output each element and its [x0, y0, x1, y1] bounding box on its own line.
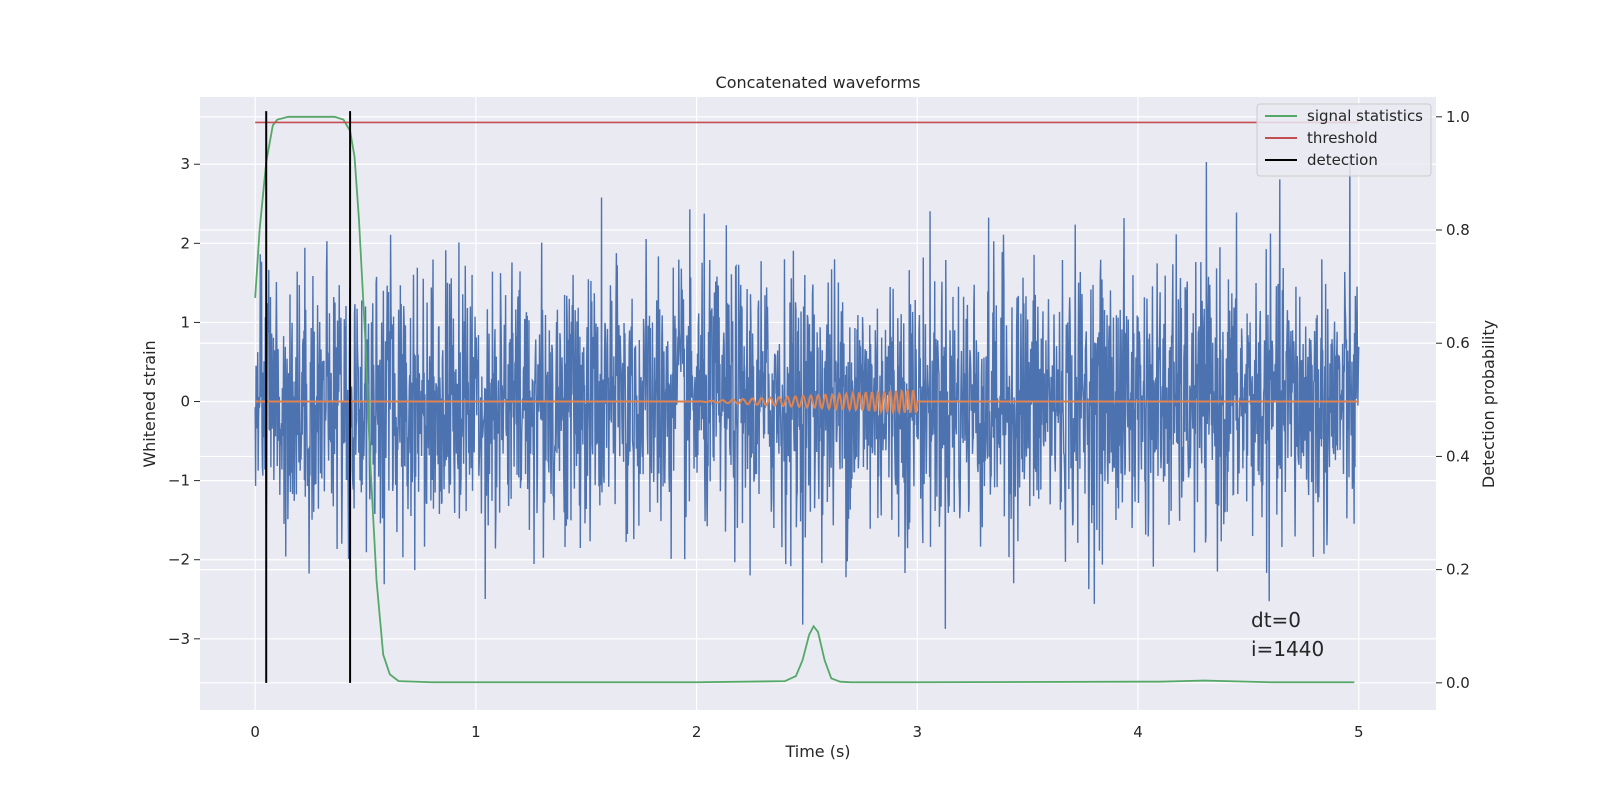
x-tick-label: 4: [1133, 723, 1143, 741]
chart-title: Concatenated waveforms: [716, 73, 921, 92]
y2-tick-label: 0.2: [1446, 561, 1470, 579]
legend-entry-label: signal statistics: [1307, 107, 1423, 125]
legend-entry-label: threshold: [1307, 129, 1378, 147]
y2-tick-label: 0.8: [1446, 221, 1470, 239]
y-axis-label: Whitened strain: [140, 340, 159, 467]
y-tick-label: −3: [168, 630, 190, 648]
y-ticks: −3 −2 −1 0 1 2 3: [168, 155, 200, 648]
y-tick-label: 0: [180, 393, 190, 411]
y-tick-label: 1: [180, 313, 190, 331]
y-tick-label: −1: [168, 472, 190, 490]
y2-tick-label: 0.6: [1446, 334, 1470, 352]
legend-box: [1256, 103, 1432, 177]
annotation-dt: dt=0: [1251, 608, 1301, 632]
x-tick-label: 2: [692, 723, 702, 741]
x-ticks: 0 1 2 3 4 5: [250, 723, 1363, 741]
x-tick-label: 5: [1354, 723, 1364, 741]
x-axis-label: Time (s): [784, 742, 850, 761]
y-tick-label: 2: [180, 234, 190, 252]
signal-statistics-line: [254, 115, 1355, 684]
y2-tick-label: 0.4: [1446, 447, 1470, 465]
y-tick-label: −2: [168, 551, 190, 569]
annotation-i: i=1440: [1251, 637, 1324, 661]
y-tick-label: 3: [180, 155, 190, 173]
x-tick-label: 3: [913, 723, 923, 741]
noise-series-line: [254, 160, 1360, 629]
legend: signal statistics threshold detection: [1256, 103, 1432, 177]
x-tick-label: 1: [471, 723, 481, 741]
chirp-series-line: [255, 388, 1359, 416]
y2-axis-label: Detection probability: [1479, 320, 1498, 488]
x-tick-label: 0: [250, 723, 260, 741]
legend-entry-label: detection: [1307, 151, 1378, 169]
series-group: [254, 111, 1360, 684]
y2-tick-label: 1.0: [1446, 108, 1470, 126]
y2-ticks: 0.0 0.2 0.4 0.6 0.8 1.0: [1436, 108, 1470, 692]
y2-tick-label: 0.0: [1446, 674, 1470, 692]
